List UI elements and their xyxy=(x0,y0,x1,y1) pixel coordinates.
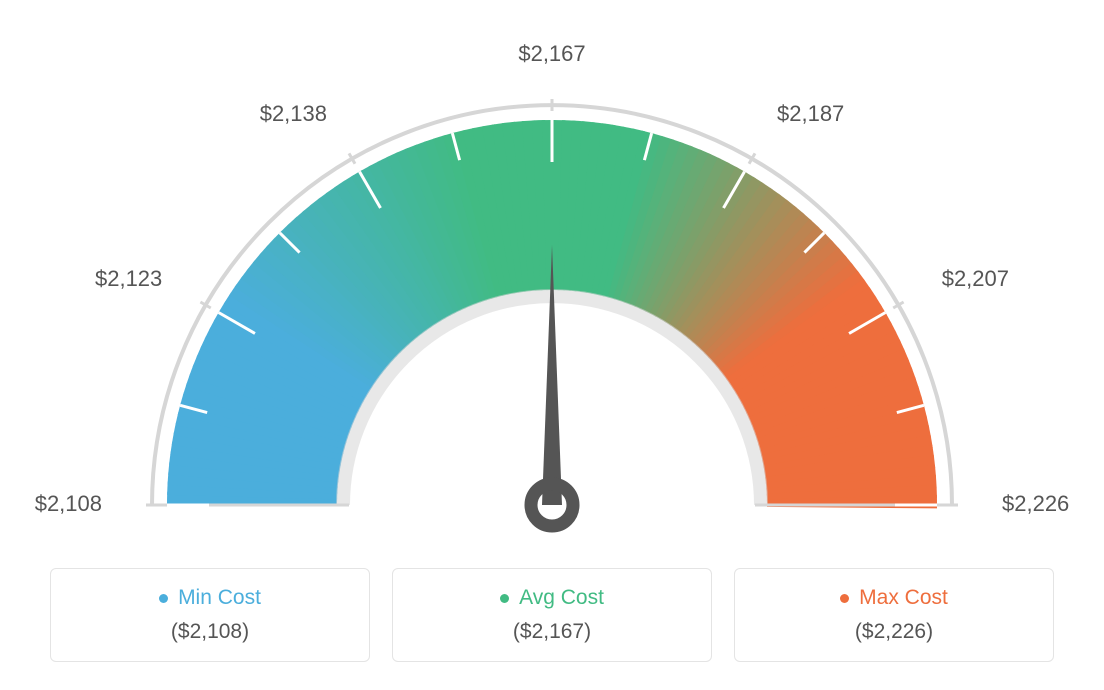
gauge-label: $2,138 xyxy=(260,101,327,126)
gauge-label: $2,226 xyxy=(1002,491,1069,516)
legend-title-max: Max Cost xyxy=(840,586,948,610)
legend-value-avg: ($2,167) xyxy=(513,620,591,644)
legend-label-min: Min Cost xyxy=(178,586,261,610)
gauge-label: $2,123 xyxy=(95,266,162,291)
legend-label-avg: Avg Cost xyxy=(519,586,604,610)
legend-title-avg: Avg Cost xyxy=(500,586,604,610)
gauge-label: $2,207 xyxy=(942,266,1009,291)
gauge-label: $2,167 xyxy=(518,41,585,66)
gauge-label: $2,187 xyxy=(777,101,844,126)
legend-value-max: ($2,226) xyxy=(855,620,933,644)
legend-card-min: Min Cost ($2,108) xyxy=(50,568,370,662)
legend-card-max: Max Cost ($2,226) xyxy=(734,568,1054,662)
legend-value-min: ($2,108) xyxy=(171,620,249,644)
gauge-chart: $2,108 $2,123 $2,138 $2,167 $2,187 $2,207 $2,2… xyxy=(0,0,1104,560)
legend-title-min: Min Cost xyxy=(159,586,261,610)
legend-label-max: Max Cost xyxy=(859,586,948,610)
legend-card-avg: Avg Cost ($2,167) xyxy=(392,568,712,662)
gauge-svg: $2,108 $2,123 $2,138 $2,167 $2,187 $2,207 $2,2… xyxy=(0,0,1104,560)
legend-row: Min Cost ($2,108) Avg Cost ($2,167) Max … xyxy=(0,568,1104,662)
gauge-label: $2,108 xyxy=(35,491,102,516)
legend-dot-min xyxy=(159,594,168,603)
legend-dot-avg xyxy=(500,594,509,603)
legend-dot-max xyxy=(840,594,849,603)
